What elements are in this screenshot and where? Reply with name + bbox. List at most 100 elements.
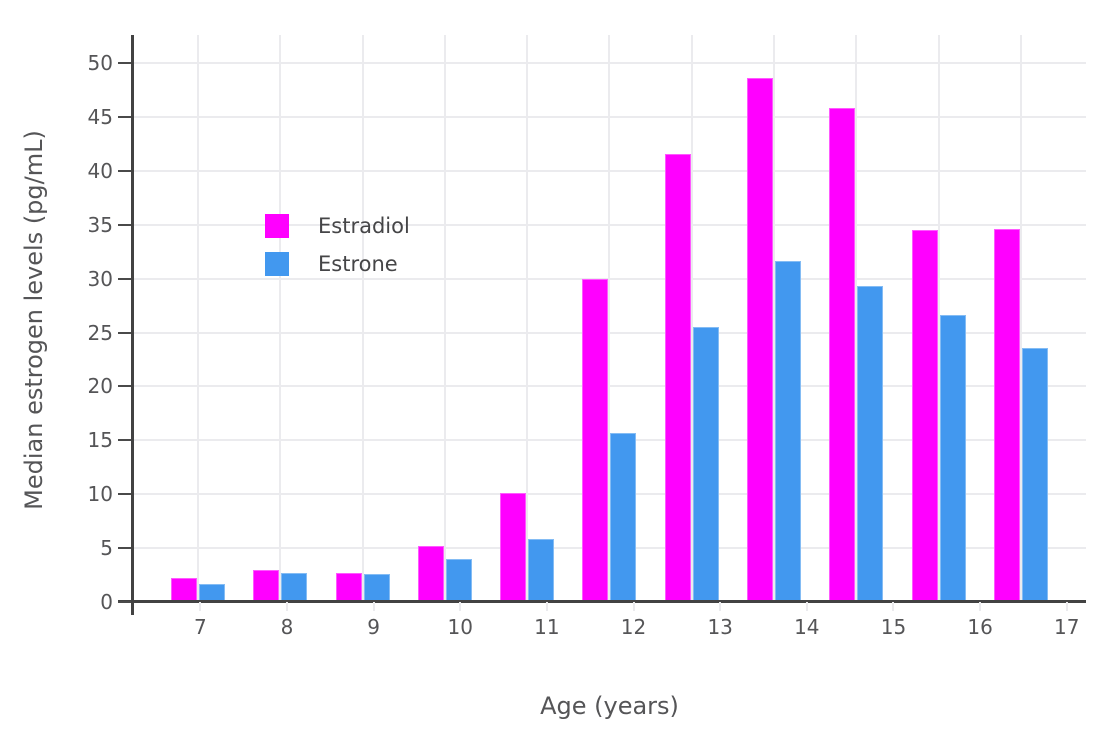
bar-estradiol-age-8[interactable] bbox=[253, 569, 280, 602]
bar-estrone-age-7[interactable] bbox=[199, 583, 226, 602]
x-tick-label-10: 10 bbox=[447, 615, 473, 639]
x-tick-mark-10 bbox=[459, 602, 462, 611]
bar-estradiol-age-13[interactable] bbox=[664, 153, 691, 602]
x-tick-mark-13 bbox=[719, 602, 722, 611]
y-tick-mark-20 bbox=[118, 385, 131, 388]
legend-entry-estradiol[interactable]: Estradiol bbox=[265, 214, 410, 238]
x-tick-label-7: 7 bbox=[193, 615, 207, 639]
y-tick-mark-0 bbox=[118, 601, 131, 603]
bar-group-age-12 bbox=[568, 35, 650, 602]
y-tick-label-15: 15 bbox=[87, 428, 113, 453]
y-tick-label-25: 25 bbox=[87, 320, 113, 345]
y-tick-mark-5 bbox=[118, 547, 131, 550]
y-tick-label-0: 0 bbox=[100, 590, 113, 614]
y-tick-mark-25 bbox=[118, 331, 131, 334]
y-tick-mark-15 bbox=[118, 439, 131, 442]
gridline-x-15 bbox=[855, 35, 858, 602]
x-axis-ticks: 7 8 9 10 11 12 13 14 15 16 17 bbox=[133, 602, 1112, 639]
bar-group-age-17 bbox=[980, 35, 1062, 602]
x-tick-label-15: 15 bbox=[880, 615, 907, 639]
y-tick-label-5: 5 bbox=[100, 536, 113, 561]
y-tick-mark-50 bbox=[118, 62, 131, 65]
bar-estradiol-age-14[interactable] bbox=[746, 78, 773, 602]
bar-estradiol-age-11[interactable] bbox=[500, 493, 527, 602]
bar-estrone-age-11[interactable] bbox=[528, 539, 555, 602]
x-tick-label-17: 17 bbox=[1054, 615, 1080, 639]
y-tick-mark-10 bbox=[118, 493, 131, 496]
y-tick-label-10: 10 bbox=[87, 482, 113, 507]
gridline-x-11 bbox=[526, 35, 529, 602]
y-tick-mark-45 bbox=[118, 115, 131, 118]
x-tick-mark-14 bbox=[805, 602, 808, 611]
bar-group-age-8 bbox=[239, 35, 321, 602]
y-tick-label-50: 50 bbox=[87, 51, 113, 76]
x-tick-label-11: 11 bbox=[534, 615, 560, 639]
bar-group-age-14 bbox=[733, 35, 815, 602]
x-tick-mark-7 bbox=[199, 602, 202, 611]
y-tick-label-35: 35 bbox=[87, 212, 113, 237]
x-axis-title: Age (years) bbox=[540, 692, 679, 720]
y-tick-mark-30 bbox=[118, 277, 131, 280]
bars-layer bbox=[133, 35, 1086, 602]
x-tick-mark-12 bbox=[632, 602, 635, 611]
bar-estradiol-age-15[interactable] bbox=[829, 108, 856, 602]
bar-estrone-age-10[interactable] bbox=[445, 558, 472, 602]
y-tick-mark-40 bbox=[118, 169, 131, 172]
gridline-x-7 bbox=[197, 35, 200, 602]
bar-estradiol-age-9[interactable] bbox=[335, 572, 362, 602]
gridline-x-8 bbox=[279, 35, 282, 602]
vertical-gridlines bbox=[133, 35, 1086, 602]
gridline-x-9 bbox=[361, 35, 364, 602]
gridline-x-16 bbox=[937, 35, 940, 602]
bar-group-age-7 bbox=[157, 35, 239, 602]
bar-group-age-16 bbox=[897, 35, 979, 602]
y-tick-mark-35 bbox=[118, 223, 131, 226]
plot-area: Estradiol Estrone bbox=[133, 35, 1086, 602]
legend-label-estradiol: Estradiol bbox=[318, 214, 410, 238]
gridline-x-12 bbox=[608, 35, 611, 602]
bar-estrone-age-8[interactable] bbox=[281, 572, 308, 602]
x-tick-label-9: 9 bbox=[367, 615, 380, 639]
bar-estradiol-age-7[interactable] bbox=[171, 578, 198, 602]
bar-group-age-9 bbox=[322, 35, 404, 602]
gridline-x-14 bbox=[772, 35, 775, 602]
bar-estrone-age-16[interactable] bbox=[939, 315, 966, 602]
bar-estradiol-age-17[interactable] bbox=[993, 229, 1020, 602]
bar-estrone-age-9[interactable] bbox=[363, 573, 390, 602]
x-tick-mark-16 bbox=[979, 602, 982, 611]
x-tick-mark-15 bbox=[892, 602, 895, 611]
x-tick-label-13: 13 bbox=[707, 615, 733, 639]
bar-estradiol-age-16[interactable] bbox=[911, 230, 938, 602]
bar-estrone-age-17[interactable] bbox=[1021, 347, 1048, 602]
bar-estrone-age-12[interactable] bbox=[610, 432, 637, 602]
estrone-swatch-icon bbox=[265, 252, 289, 276]
bar-estradiol-age-12[interactable] bbox=[582, 278, 609, 602]
bar-estradiol-age-10[interactable] bbox=[417, 545, 444, 602]
x-tick-mark-9 bbox=[372, 602, 375, 611]
y-axis-ticks: 0 5 10 15 20 25 30 35 40 45 50 bbox=[0, 35, 131, 614]
y-tick-label-45: 45 bbox=[87, 104, 113, 129]
estradiol-swatch-icon bbox=[265, 214, 289, 238]
bar-estrone-age-14[interactable] bbox=[774, 261, 801, 602]
bar-estrone-age-13[interactable] bbox=[692, 327, 719, 602]
y-axis-line bbox=[131, 35, 134, 615]
gridline-x-17 bbox=[1019, 35, 1022, 602]
y-tick-label-30: 30 bbox=[87, 266, 113, 291]
y-tick-label-40: 40 bbox=[87, 158, 113, 183]
y-tick-label-20: 20 bbox=[87, 374, 113, 399]
x-tick-mark-11 bbox=[545, 602, 548, 611]
legend-entry-estrone[interactable]: Estrone bbox=[265, 252, 410, 276]
x-tick-label-12: 12 bbox=[620, 615, 647, 639]
x-axis-line bbox=[118, 600, 1086, 603]
x-tick-mark-17 bbox=[1065, 602, 1068, 611]
x-tick-mark-8 bbox=[285, 602, 288, 611]
bar-estrone-age-15[interactable] bbox=[857, 286, 884, 602]
legend: Estradiol Estrone bbox=[265, 214, 410, 276]
x-tick-label-8: 8 bbox=[280, 615, 294, 639]
bar-group-age-10 bbox=[404, 35, 486, 602]
gridline-x-13 bbox=[690, 35, 693, 602]
bar-group-age-11 bbox=[486, 35, 568, 602]
bar-group-age-15 bbox=[815, 35, 897, 602]
bar-group-age-13 bbox=[651, 35, 733, 602]
